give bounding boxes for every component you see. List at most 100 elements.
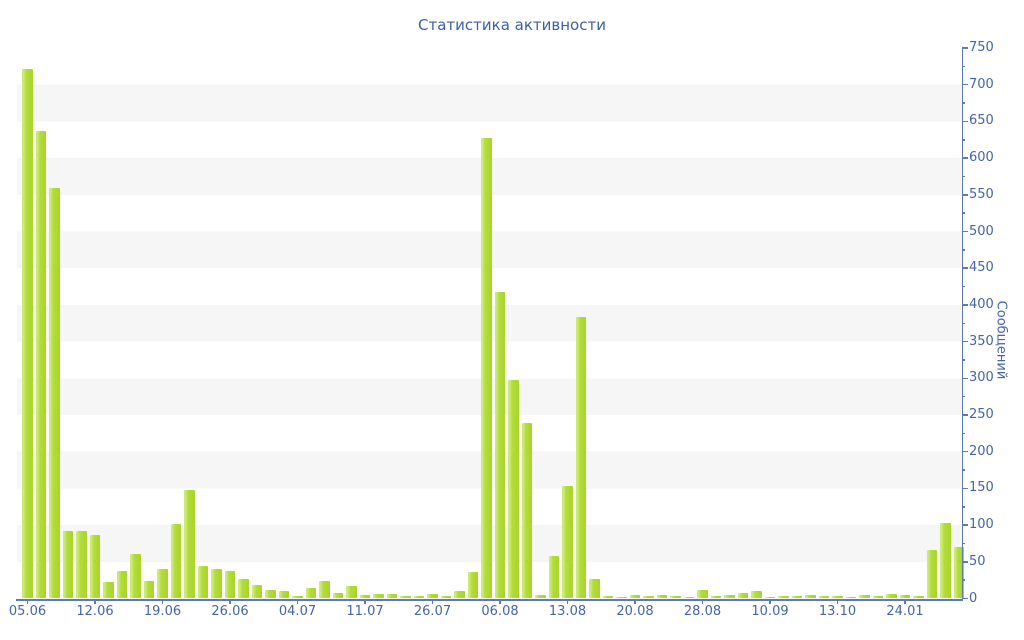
bar[interactable] — [913, 596, 924, 599]
bar[interactable] — [737, 592, 749, 599]
bar[interactable] — [454, 591, 465, 599]
bar[interactable] — [899, 594, 911, 599]
bar[interactable] — [319, 580, 330, 599]
bar[interactable] — [805, 594, 816, 599]
bar[interactable] — [116, 570, 128, 599]
bar[interactable] — [778, 595, 789, 599]
bar[interactable] — [872, 596, 884, 599]
bar[interactable] — [332, 592, 344, 599]
bar[interactable] — [589, 579, 600, 599]
bar[interactable] — [305, 588, 317, 599]
bar[interactable] — [818, 596, 830, 599]
y-minor-tick — [961, 359, 965, 361]
bar[interactable] — [62, 530, 74, 599]
bar[interactable] — [89, 535, 101, 599]
bar[interactable] — [143, 580, 155, 599]
x-axis-label: 20.08 — [616, 604, 654, 619]
bar[interactable] — [494, 292, 506, 599]
bar[interactable] — [521, 423, 533, 599]
y-major-tick — [961, 47, 968, 49]
bar[interactable] — [926, 550, 938, 599]
y-axis-label: 400 — [969, 296, 994, 312]
bar[interactable] — [103, 581, 114, 599]
y-axis-label: 150 — [969, 480, 994, 496]
x-axis-label: 26.07 — [413, 604, 452, 619]
bar[interactable] — [562, 486, 573, 599]
bar[interactable] — [467, 572, 479, 599]
bar[interactable] — [346, 586, 357, 599]
bar[interactable] — [791, 595, 803, 599]
bar[interactable] — [481, 138, 492, 599]
x-axis-label: 28.08 — [683, 604, 722, 619]
y-axis-label: 350 — [969, 333, 994, 349]
bar[interactable] — [184, 489, 195, 599]
x-tick — [499, 600, 501, 604]
bar[interactable] — [35, 130, 47, 599]
bar[interactable] — [49, 188, 60, 599]
x-axis-label: 12.06 — [76, 604, 114, 619]
plot-area — [17, 48, 965, 599]
y-minor-tick — [961, 322, 965, 324]
bar[interactable] — [76, 530, 87, 599]
bar[interactable] — [670, 595, 681, 599]
y-axis-label: 100 — [969, 517, 994, 533]
bar[interactable] — [656, 594, 668, 599]
y-major-tick — [961, 340, 968, 343]
bar[interactable] — [643, 596, 654, 599]
x-tick — [566, 600, 569, 604]
bar[interactable] — [697, 590, 708, 599]
bar[interactable] — [170, 523, 182, 599]
bar[interactable] — [224, 570, 236, 599]
x-axis-label: 10.09 — [751, 604, 789, 619]
y-minor-tick — [961, 395, 965, 398]
bar[interactable] — [373, 594, 384, 599]
y-minor-tick — [961, 469, 965, 471]
x-tick — [769, 600, 771, 604]
bar[interactable] — [535, 594, 546, 599]
chart-title: Статистика активности — [418, 16, 606, 34]
bar[interactable] — [751, 591, 762, 599]
y-major-tick — [961, 524, 968, 526]
bar[interactable] — [953, 547, 965, 599]
bar[interactable] — [683, 597, 695, 599]
bar[interactable] — [575, 316, 587, 599]
y-axis-label: 0 — [969, 590, 978, 606]
bar[interactable] — [386, 594, 398, 599]
bar[interactable] — [22, 68, 33, 599]
y-axis-label: 600 — [969, 150, 994, 166]
bar[interactable] — [292, 595, 303, 599]
bar[interactable] — [211, 569, 222, 599]
bar[interactable] — [616, 597, 627, 599]
bar[interactable] — [440, 596, 452, 599]
bar[interactable] — [278, 591, 290, 599]
bar[interactable] — [845, 597, 857, 599]
bar[interactable] — [548, 555, 560, 599]
bar[interactable] — [197, 566, 209, 599]
bar[interactable] — [859, 594, 870, 599]
y-minor-tick — [961, 432, 965, 435]
bar[interactable] — [724, 594, 735, 599]
bar[interactable] — [629, 594, 641, 599]
bar[interactable] — [764, 597, 776, 599]
bar[interactable] — [359, 594, 371, 599]
bar[interactable] — [130, 554, 141, 599]
y-axis-label: 200 — [969, 443, 994, 459]
bar[interactable] — [427, 594, 438, 599]
bar[interactable] — [265, 590, 276, 599]
bar[interactable] — [940, 522, 951, 599]
x-tick — [229, 600, 231, 604]
bar[interactable] — [832, 595, 843, 599]
bar[interactable] — [400, 596, 411, 599]
bar[interactable] — [886, 594, 897, 599]
bar[interactable] — [157, 569, 168, 599]
bar[interactable] — [508, 379, 519, 599]
bar[interactable] — [238, 578, 249, 599]
y-axis-label: 550 — [969, 186, 994, 202]
bar[interactable] — [602, 595, 614, 599]
y-major-tick — [961, 157, 968, 159]
y-minor-tick — [961, 579, 965, 581]
bar[interactable] — [710, 596, 722, 599]
bar[interactable] — [251, 585, 263, 599]
x-axis-label: 13.08 — [548, 604, 587, 619]
bar[interactable] — [413, 595, 425, 599]
